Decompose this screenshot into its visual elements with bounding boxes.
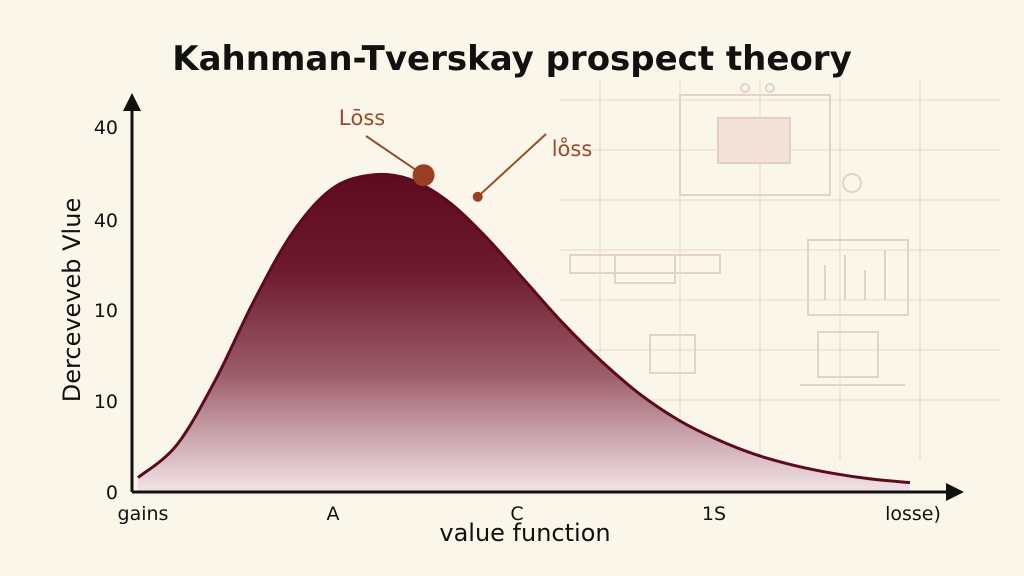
value-curve-area xyxy=(138,174,910,492)
y-tick-label: 10 xyxy=(94,391,118,413)
x-tick-label: losse) xyxy=(885,503,941,525)
x-tick-label: C xyxy=(510,503,523,525)
y-tick-label: 40 xyxy=(94,210,118,232)
annotation-label-loss-2: lo̊ss xyxy=(552,137,593,161)
y-tick-label: 40 xyxy=(94,117,118,139)
y-tick-label: 0 xyxy=(106,482,118,504)
annotation-pointer-loss xyxy=(365,135,425,177)
x-tick-label: 1S xyxy=(702,503,726,525)
x-axis-label: value function xyxy=(439,519,610,547)
chart-title: Kahnman-Tverskay prospect theory xyxy=(172,39,851,79)
annotation-pointer-loss-2 xyxy=(477,133,547,198)
y-tick-label: 10 xyxy=(94,300,118,322)
annotation-marker-loss-2 xyxy=(472,191,483,202)
y-axis-label: Derceveveb Vlue xyxy=(58,198,86,402)
x-tick-label: A xyxy=(327,503,340,525)
value-curve-line xyxy=(137,172,911,485)
x-tick-label: gains xyxy=(118,503,169,525)
annotation-label-loss: Lōss xyxy=(339,106,385,130)
background-illustration xyxy=(560,80,1000,460)
annotation-marker-loss xyxy=(412,164,435,187)
